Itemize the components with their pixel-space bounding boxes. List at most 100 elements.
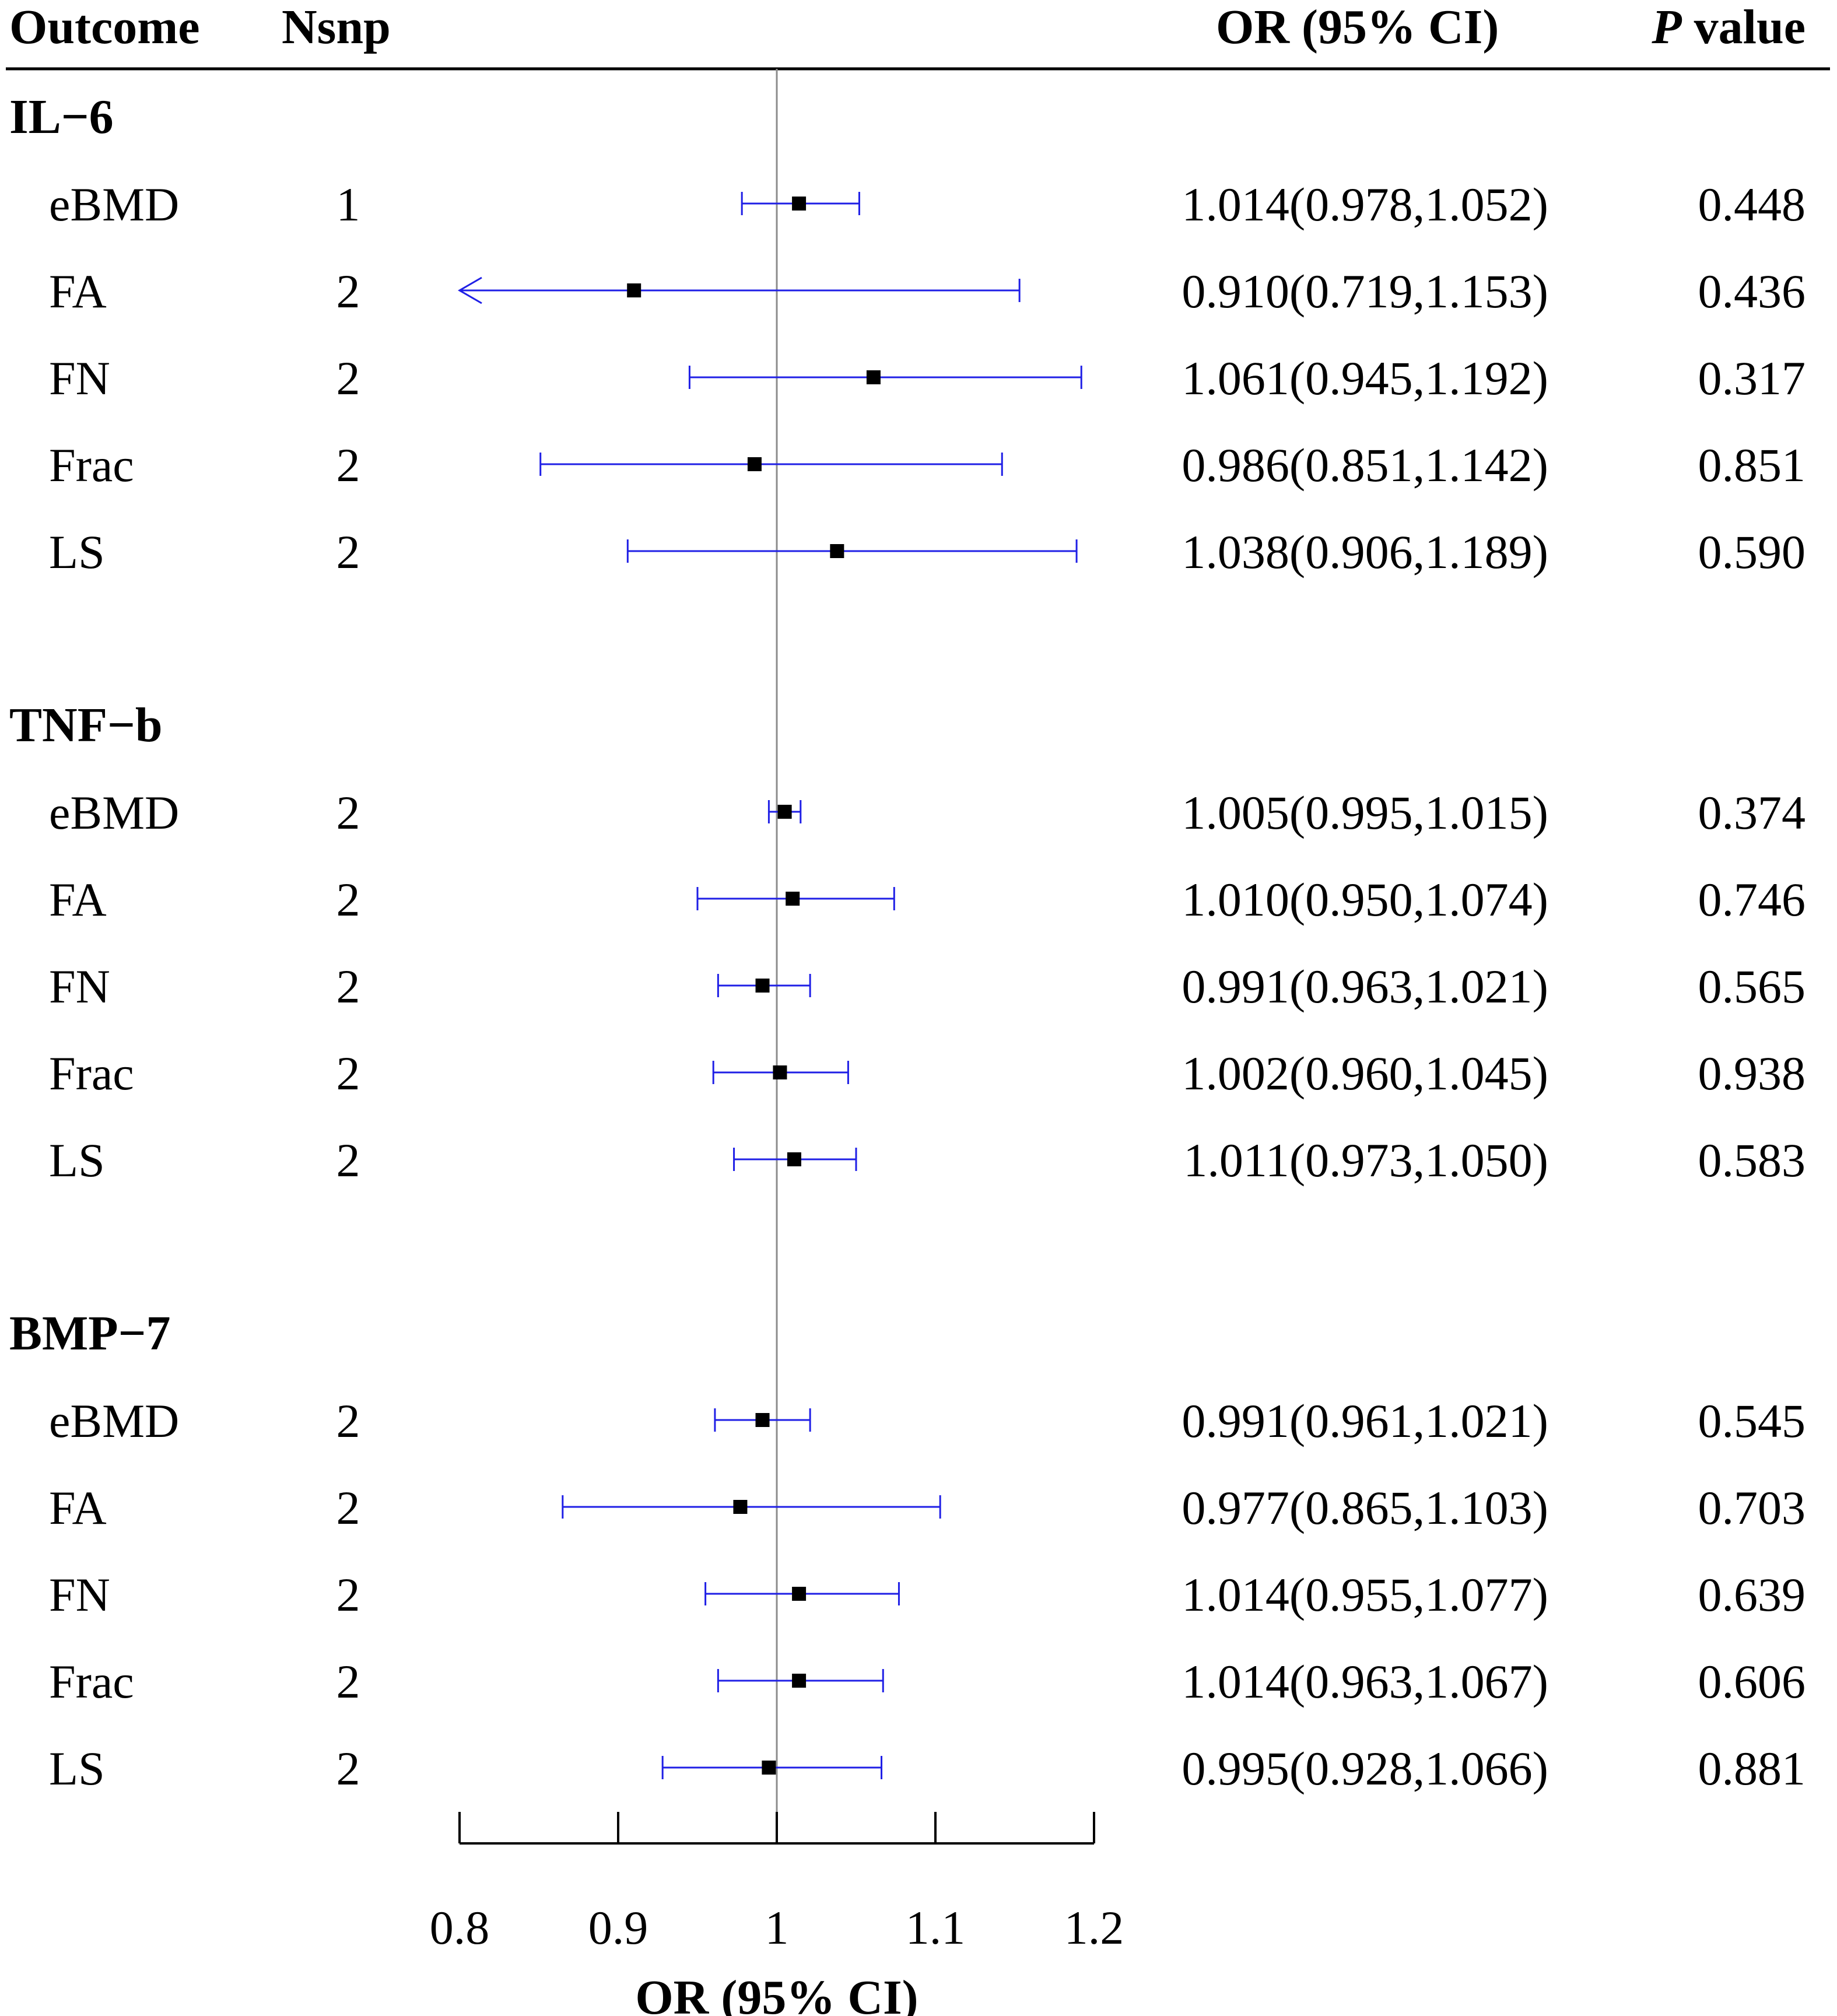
or-ci-text: 0.977(0.865,1.103) — [1182, 1481, 1548, 1534]
table-row: Frac 2 1.014(0.963,1.067) 0.606 — [49, 1655, 1806, 1708]
table-row: LS 2 1.038(0.906,1.189) 0.590 — [49, 525, 1806, 578]
nsnp-value: 2 — [336, 786, 360, 839]
point-estimate — [627, 283, 641, 297]
p-value: 0.851 — [1698, 439, 1806, 492]
or-ci-text: 1.014(0.955,1.077) — [1182, 1568, 1548, 1621]
or-ci-text: 0.991(0.963,1.021) — [1182, 960, 1548, 1013]
header-or-ci: OR (95% CI) — [1216, 0, 1499, 54]
x-tick-label: 0.9 — [588, 1901, 648, 1954]
p-value: 0.703 — [1698, 1481, 1806, 1534]
point-estimate — [792, 1674, 807, 1688]
p-value: 0.583 — [1698, 1134, 1806, 1187]
outcome-label: FN — [49, 960, 110, 1013]
outcome-label: FA — [49, 265, 107, 318]
outcome-label: FA — [49, 1481, 107, 1534]
forest-body: IL−6 eBMD 1 1.014(0.978,1.052) 0.448 FA 2 0.910… — [9, 69, 1806, 1838]
p-value: 0.374 — [1698, 786, 1806, 839]
outcome-label: Frac — [49, 439, 134, 492]
point-estimate — [786, 892, 800, 906]
p-value: 0.590 — [1698, 525, 1806, 578]
point-estimate — [792, 1587, 807, 1601]
outcome-label: FN — [49, 1568, 110, 1621]
outcome-label: LS — [49, 1134, 105, 1187]
point-estimate — [830, 544, 844, 558]
x-tick-label: 1 — [765, 1901, 789, 1954]
x-axis-title: OR (95% CI) — [635, 1971, 918, 2016]
nsnp-value: 2 — [336, 525, 360, 578]
point-estimate — [792, 197, 807, 211]
header-outcome: Outcome — [9, 0, 200, 54]
p-value: 0.881 — [1698, 1742, 1806, 1795]
or-ci-text: 0.995(0.928,1.066) — [1182, 1742, 1548, 1795]
point-estimate — [773, 1065, 787, 1079]
p-value: 0.436 — [1698, 265, 1806, 318]
group-label: TNF−b — [9, 698, 163, 752]
table-row: FN 2 1.014(0.955,1.077) 0.639 — [49, 1568, 1806, 1621]
group-label: IL−6 — [9, 90, 114, 144]
outcome-label: LS — [49, 525, 105, 578]
outcome-label: eBMD — [49, 178, 179, 231]
nsnp-value: 1 — [336, 178, 360, 231]
nsnp-value: 2 — [336, 265, 360, 318]
nsnp-value: 2 — [336, 1134, 360, 1187]
nsnp-value: 2 — [336, 1481, 360, 1534]
nsnp-value: 2 — [336, 1655, 360, 1708]
nsnp-value: 2 — [336, 1394, 360, 1447]
point-estimate — [866, 370, 881, 384]
table-row: Frac 2 1.002(0.960,1.045) 0.938 — [49, 1047, 1806, 1100]
or-ci-text: 1.061(0.945,1.192) — [1182, 352, 1548, 405]
or-ci-text: 0.991(0.961,1.021) — [1182, 1394, 1548, 1447]
or-ci-text: 1.011(0.973,1.050) — [1183, 1134, 1548, 1187]
table-row: FN 2 0.991(0.963,1.021) 0.565 — [49, 960, 1806, 1013]
outcome-label: FA — [49, 873, 107, 926]
p-value: 0.639 — [1698, 1568, 1806, 1621]
or-ci-text: 1.005(0.995,1.015) — [1182, 786, 1548, 839]
nsnp-value: 2 — [336, 352, 360, 405]
header-row: Outcome Nsnp OR (95% CI) P value — [6, 0, 1830, 71]
nsnp-value: 2 — [336, 1047, 360, 1100]
or-ci-text: 1.038(0.906,1.189) — [1182, 525, 1548, 578]
header-p-letter: P — [1651, 0, 1682, 54]
or-ci-text: 1.014(0.978,1.052) — [1182, 178, 1548, 231]
header-p-suffix: value — [1682, 0, 1806, 54]
point-estimate — [755, 979, 770, 993]
outcome-label: LS — [49, 1742, 105, 1795]
nsnp-value: 2 — [336, 1568, 360, 1621]
p-value: 0.545 — [1698, 1394, 1806, 1447]
ci-lower-arrow — [458, 276, 482, 304]
table-row: FA 2 0.977(0.865,1.103) 0.703 — [49, 1481, 1806, 1534]
or-ci-text: 1.010(0.950,1.074) — [1182, 873, 1548, 926]
x-tick-label: 1.2 — [1064, 1901, 1124, 1954]
x-tick-label: 0.8 — [430, 1901, 490, 1954]
or-ci-text: 1.002(0.960,1.045) — [1182, 1047, 1548, 1100]
point-estimate — [787, 1152, 801, 1166]
point-estimate — [747, 457, 762, 471]
x-axis: 0.8 0.9 1 1.1 1.2 OR (95% CI) — [430, 1812, 1124, 2016]
outcome-label: eBMD — [49, 1394, 179, 1447]
table-row: Frac 2 0.986(0.851,1.142) 0.851 — [49, 439, 1806, 492]
table-row: eBMD 2 0.991(0.961,1.021) 0.545 — [49, 1394, 1806, 1447]
header-nsnp: Nsnp — [282, 0, 391, 54]
nsnp-value: 2 — [336, 1742, 360, 1795]
p-value: 0.606 — [1698, 1655, 1806, 1708]
or-ci-text: 1.014(0.963,1.067) — [1182, 1655, 1548, 1708]
nsnp-value: 2 — [336, 439, 360, 492]
group-label: BMP−7 — [9, 1306, 171, 1361]
x-tick-label: 1.1 — [906, 1901, 966, 1954]
outcome-label: Frac — [49, 1047, 134, 1100]
p-value: 0.317 — [1698, 352, 1806, 405]
header-p-value: P value — [1651, 0, 1806, 54]
outcome-label: FN — [49, 352, 110, 405]
table-row: FA 2 0.910(0.719,1.153) 0.436 — [49, 265, 1806, 318]
table-row: FN 2 1.061(0.945,1.192) 0.317 — [49, 352, 1806, 405]
p-value: 0.448 — [1698, 178, 1806, 231]
nsnp-value: 2 — [336, 873, 360, 926]
p-value: 0.565 — [1698, 960, 1806, 1013]
table-row: FA 2 1.010(0.950,1.074) 0.746 — [49, 873, 1806, 926]
or-ci-text: 0.910(0.719,1.153) — [1182, 265, 1548, 318]
outcome-label: eBMD — [49, 786, 179, 839]
point-estimate — [755, 1413, 770, 1427]
outcome-label: Frac — [49, 1655, 134, 1708]
